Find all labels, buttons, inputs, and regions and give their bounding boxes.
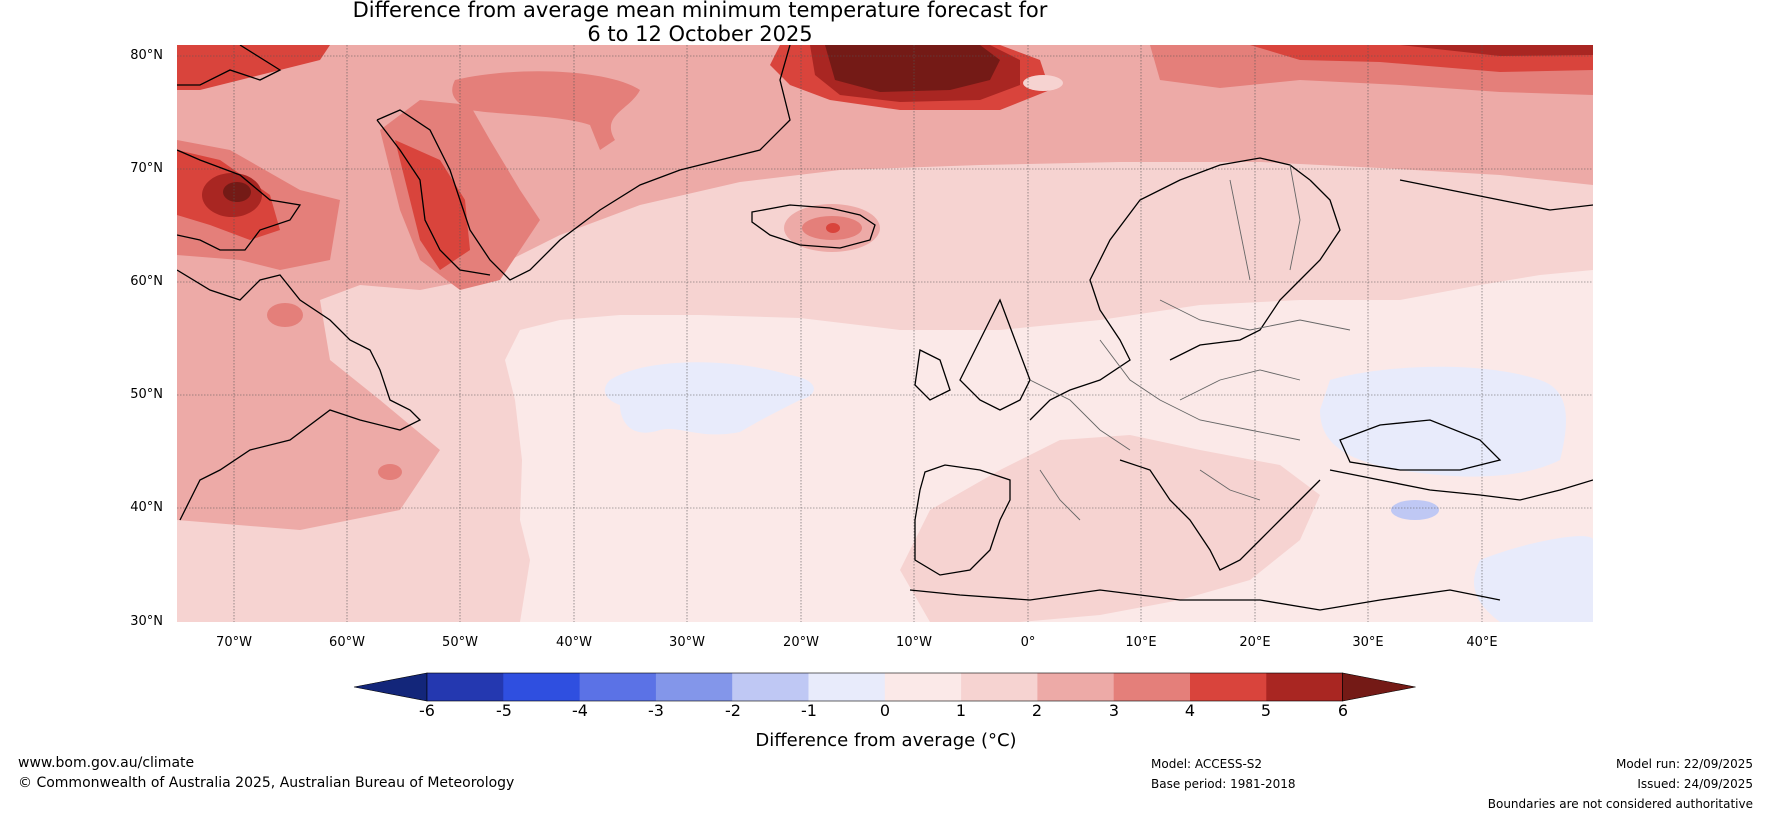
colorbar xyxy=(353,672,1416,702)
colorbar-tick-label: -5 xyxy=(496,701,512,720)
colorbar-title: Difference from average (°C) xyxy=(755,730,1017,751)
lat-label-40n: 40°N xyxy=(130,500,163,515)
lon-label-20e: 20°E xyxy=(1239,635,1271,650)
anomaly-neg-1-to-0-atlantic xyxy=(604,362,814,435)
colorbar-tick-label: 4 xyxy=(1184,701,1196,720)
lat-label-30n: 30°N xyxy=(130,614,163,629)
anomaly-4-to-5-iceland xyxy=(826,223,840,233)
lat-label-70n: 70°N xyxy=(130,161,163,176)
lon-label-70w: 70°W xyxy=(216,635,252,650)
colorbar-tick-label: 2 xyxy=(1031,701,1043,720)
model-run: Model run: 22/09/2025 xyxy=(1615,757,1753,771)
colorbar-tick-label: -2 xyxy=(725,701,741,720)
issued-date: Issued: 24/09/2025 xyxy=(1637,777,1753,791)
anomaly-above-6-svalbard xyxy=(825,45,1000,92)
anomaly-4-to-5-east-greenland xyxy=(395,140,470,270)
colorbar-segment xyxy=(1266,673,1344,701)
colorbar-tick-label: -3 xyxy=(648,701,664,720)
website-link[interactable]: www.bom.gov.au/climate xyxy=(18,755,195,771)
lon-label-30e: 30°E xyxy=(1352,635,1384,650)
colorbar-segment xyxy=(1190,673,1267,701)
colorbar-segment xyxy=(655,673,733,701)
colorbar-segment xyxy=(732,673,809,701)
country-borders xyxy=(1029,164,1351,521)
anomaly-1-to-2-svalbard-spot xyxy=(1023,75,1063,91)
lon-label-40w: 40°W xyxy=(556,635,592,650)
colorbar-segment xyxy=(961,673,1038,701)
boundaries-disclaimer: Boundaries are not considered authoritat… xyxy=(1487,797,1753,811)
colorbar-extend-high xyxy=(1342,672,1416,702)
colorbar-tick-label: 5 xyxy=(1260,701,1272,720)
map-area xyxy=(177,45,1593,622)
colorbar-segment xyxy=(1113,673,1191,701)
anomaly-neg-2-to-neg-1-turkey xyxy=(1391,500,1439,520)
base-period: Base period: 1981-2018 xyxy=(1151,777,1296,791)
title-line-2: 6 to 12 October 2025 xyxy=(587,22,813,46)
lat-label-50n: 50°N xyxy=(130,387,163,402)
colorbar-tick-label: 6 xyxy=(1337,701,1349,720)
lon-label-10w: 10°W xyxy=(896,635,932,650)
colorbar-tick-label: -1 xyxy=(801,701,817,720)
anomaly-3-to-4-north-atlantic xyxy=(452,71,640,150)
anomaly-3-to-4-atlantic-spot xyxy=(378,464,402,480)
coastlines xyxy=(177,45,1593,611)
anomaly-neg-1-to-0-black-sea xyxy=(1320,366,1566,477)
anomaly-3-to-4-labrador xyxy=(267,303,303,327)
colorbar-extend-low xyxy=(353,672,428,702)
anomaly-1-to-2-south xyxy=(900,435,1320,622)
colorbar-tick-label: 3 xyxy=(1108,701,1120,720)
lat-label-80n: 80°N xyxy=(130,48,163,63)
lat-label-60n: 60°N xyxy=(130,274,163,289)
colorbar-segment xyxy=(579,673,657,701)
map-title: Difference from average mean minimum tem… xyxy=(0,0,1400,46)
lon-label-0: 0° xyxy=(1020,635,1036,650)
model-name: Model: ACCESS-S2 xyxy=(1151,757,1263,771)
colorbar-tick-label: 0 xyxy=(879,701,891,720)
colorbar-tick-label: -4 xyxy=(572,701,588,720)
anomaly-2-to-3-north xyxy=(177,45,1593,530)
graticule xyxy=(177,45,1593,622)
anomaly-above-6-baffin xyxy=(223,182,251,202)
title-line-1: Difference from average mean minimum tem… xyxy=(352,0,1048,22)
copyright-text: © Commonwealth of Australia 2025, Austra… xyxy=(18,775,515,791)
colorbar-segment xyxy=(503,673,581,701)
colorbar-segment xyxy=(427,673,504,701)
lon-label-40e: 40°E xyxy=(1466,635,1498,650)
lon-label-50w: 50°W xyxy=(442,635,478,650)
lon-label-10e: 10°E xyxy=(1125,635,1157,650)
colorbar-segment xyxy=(884,673,962,701)
lon-label-60w: 60°W xyxy=(329,635,365,650)
anomaly-neg-1-to-0-middle-east xyxy=(1474,536,1593,622)
colorbar-segment xyxy=(1037,673,1115,701)
colorbar-tick-label: 1 xyxy=(955,701,967,720)
colorbar-tick-label: -6 xyxy=(419,701,435,720)
lon-label-20w: 20°W xyxy=(783,635,819,650)
anomaly-5-to-6-kara xyxy=(1400,45,1593,56)
lon-label-30w: 30°W xyxy=(669,635,705,650)
colorbar-segment xyxy=(808,673,886,701)
colorbar-outline xyxy=(426,672,1343,702)
